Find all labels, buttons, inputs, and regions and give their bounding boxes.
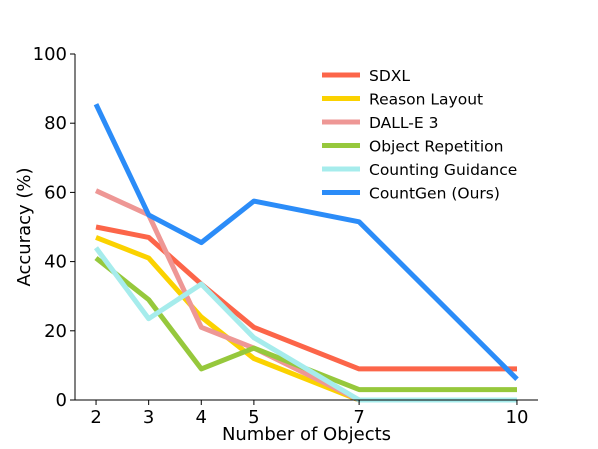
legend-label: Counting Guidance bbox=[369, 161, 517, 179]
series-lines bbox=[93, 103, 519, 403]
y-tick-label: 100 bbox=[33, 44, 67, 65]
axes bbox=[74, 54, 538, 401]
legend: SDXL Reason Layout DALL-E 3 Object Repetiti… bbox=[322, 67, 517, 203]
y-axis-label: Accuracy (%) bbox=[14, 167, 35, 286]
x-tick-label: 4 bbox=[196, 407, 207, 428]
x-tick-label: 7 bbox=[353, 407, 364, 428]
x-tick-label: 2 bbox=[90, 407, 101, 428]
y-tick-label: 40 bbox=[44, 252, 67, 273]
y-tick-label: 80 bbox=[44, 113, 67, 134]
series-line-3 bbox=[94, 256, 517, 393]
x-axis-label: Number of Objects bbox=[222, 424, 391, 445]
series-line-0 bbox=[95, 224, 517, 372]
x-tick-label: 5 bbox=[248, 407, 259, 428]
series-line-5 bbox=[93, 103, 519, 381]
x-tick-label: 3 bbox=[143, 407, 154, 428]
legend-label: Object Repetition bbox=[369, 138, 503, 156]
legend-label: Reason Layout bbox=[369, 91, 483, 109]
x-tick-label: 10 bbox=[506, 407, 529, 428]
y-tick-label: 20 bbox=[44, 321, 67, 342]
legend-label: CountGen (Ours) bbox=[369, 185, 500, 203]
y-tick-label: 60 bbox=[44, 182, 67, 203]
y-tick-label: 0 bbox=[56, 390, 67, 411]
legend-label: DALL-E 3 bbox=[369, 114, 438, 132]
legend-label: SDXL bbox=[369, 67, 410, 85]
